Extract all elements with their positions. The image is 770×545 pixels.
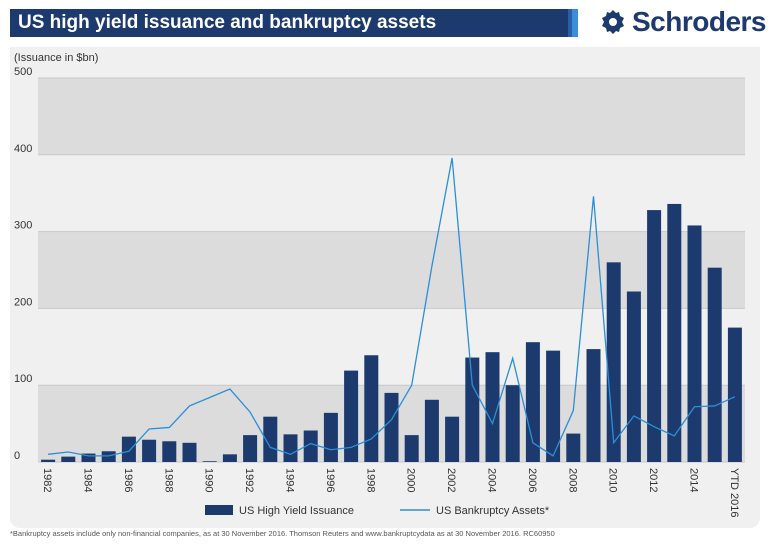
bar-2002 — [445, 416, 460, 462]
bar-2015 — [707, 267, 722, 462]
bar-1998 — [364, 355, 379, 462]
x-tick-label: 1988 — [162, 468, 174, 492]
bar-2003 — [465, 357, 480, 462]
bar-1996 — [323, 412, 338, 462]
x-tick-label: 1982 — [41, 468, 53, 492]
chart-title: US high yield issuance and bankruptcy as… — [10, 9, 568, 37]
x-tick-label: 1984 — [82, 468, 94, 492]
bar-1983 — [61, 456, 76, 462]
bar-1992 — [243, 435, 258, 462]
x-tick-label: 2004 — [486, 468, 498, 492]
bar-1994 — [283, 434, 298, 462]
bar-1995 — [303, 430, 318, 462]
bar-2014 — [687, 225, 702, 462]
bar-YTD 2016 — [727, 327, 742, 462]
legend-label-bankruptcy: US Bankruptcy Assets* — [436, 505, 550, 517]
bar-1997 — [344, 370, 359, 462]
bar-2005 — [505, 385, 520, 462]
bar-1989 — [182, 442, 197, 462]
legend-label-issuance: US High Yield Issuance — [239, 505, 354, 517]
footnote: *Bankruptcy assets include only non-fina… — [10, 529, 555, 538]
bar-1986 — [121, 436, 136, 462]
bar-1999 — [384, 392, 399, 462]
legend-swatch-issuance — [205, 505, 233, 515]
x-tick-label: 1992 — [243, 468, 255, 492]
y-axis-label: (Issuance in $bn) — [14, 52, 99, 64]
x-tick-label: 2008 — [566, 468, 578, 492]
y-tick-label: 300 — [14, 220, 32, 232]
logo-wordmark: Schroders — [632, 6, 767, 37]
x-tick-label: 2012 — [647, 468, 659, 492]
x-tick-label: 1986 — [122, 468, 134, 492]
crest-icon — [602, 10, 624, 34]
title-accent-light — [572, 9, 578, 37]
bar-1982 — [41, 459, 56, 462]
bar-2012 — [647, 210, 662, 462]
x-tick-label: 1998 — [364, 468, 376, 492]
x-tick-label: 2000 — [405, 468, 417, 492]
bar-2008 — [566, 433, 581, 462]
y-tick-label: 200 — [14, 296, 32, 308]
bar-1991 — [222, 454, 237, 462]
bar-1993 — [263, 416, 278, 462]
bar-2009 — [586, 349, 601, 462]
title-accent — [568, 9, 572, 37]
x-tick-label: 2002 — [445, 468, 457, 492]
bar-2010 — [606, 262, 621, 462]
x-tick-label: 1994 — [284, 468, 296, 492]
y-tick-label: 400 — [14, 143, 32, 155]
x-tick-label: 1996 — [324, 468, 336, 492]
x-tick-label: 2014 — [688, 468, 700, 492]
x-tick-label: 2006 — [526, 468, 538, 492]
bar-2007 — [546, 350, 561, 462]
y-tick-label: 0 — [14, 450, 20, 462]
bar-1988 — [162, 441, 177, 462]
bar-2004 — [485, 352, 500, 462]
bar-1987 — [142, 439, 157, 462]
bar-2011 — [626, 291, 641, 462]
y-tick-label: 100 — [14, 373, 32, 385]
bar-1984 — [81, 453, 96, 462]
bar-2001 — [424, 399, 439, 462]
x-tick-label: YTD 2016 — [728, 468, 740, 518]
bar-1985 — [101, 451, 116, 462]
grid-band — [38, 78, 745, 155]
y-tick-label: 500 — [14, 66, 32, 78]
bar-2000 — [404, 435, 419, 462]
bar-2013 — [667, 203, 682, 462]
x-tick-label: 1990 — [203, 468, 215, 492]
schroders-logo: Schroders — [600, 5, 767, 39]
bar-1990 — [202, 461, 217, 462]
bar-2006 — [525, 342, 540, 462]
x-tick-label: 2010 — [607, 468, 619, 492]
